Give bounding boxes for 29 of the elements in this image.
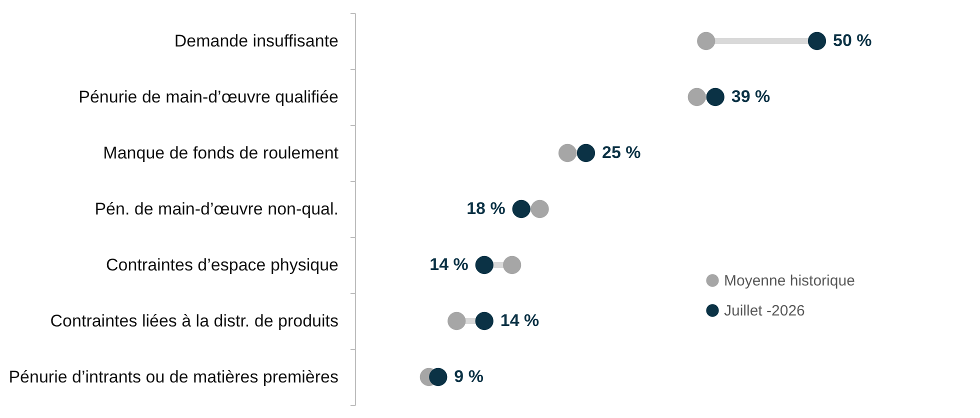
point <box>576 144 596 162</box>
point <box>502 256 522 274</box>
legend-label: Juillet -2026 <box>724 302 805 320</box>
data-label: 39 % <box>731 87 770 106</box>
point <box>530 200 549 218</box>
data-label: 9 % <box>454 367 484 386</box>
data-label: 14 % <box>430 255 468 274</box>
data-label: 18 % <box>466 199 506 218</box>
legend-label: Moyenne historique <box>724 272 855 290</box>
y-tick-label: Pénurie d’intrants ou de matières premières <box>8 368 338 386</box>
y-tick-label: Contraintes d’espace physique <box>106 256 338 274</box>
point <box>688 88 706 106</box>
point <box>475 256 494 274</box>
data-label: 50 % <box>833 31 872 50</box>
y-tick-label: Contraintes liées à la distr. de produits <box>50 312 338 330</box>
y-tick-label: Demande insuffisante <box>174 32 338 50</box>
y-tick-label: Pén. de main-d’œuvre non-qual. <box>94 200 338 218</box>
point <box>558 144 577 162</box>
point <box>512 200 530 218</box>
point <box>475 312 494 330</box>
point <box>808 32 826 50</box>
data-label: 25 % <box>602 143 641 162</box>
point <box>706 88 724 106</box>
point <box>429 368 448 386</box>
data-label: 14 % <box>500 311 540 330</box>
y-tick-label: Manque de fonds de roulement <box>103 144 339 162</box>
point <box>697 32 716 50</box>
point <box>448 312 466 330</box>
y-tick-label: Pénurie de main-d’œuvre qualifiée <box>78 88 338 106</box>
